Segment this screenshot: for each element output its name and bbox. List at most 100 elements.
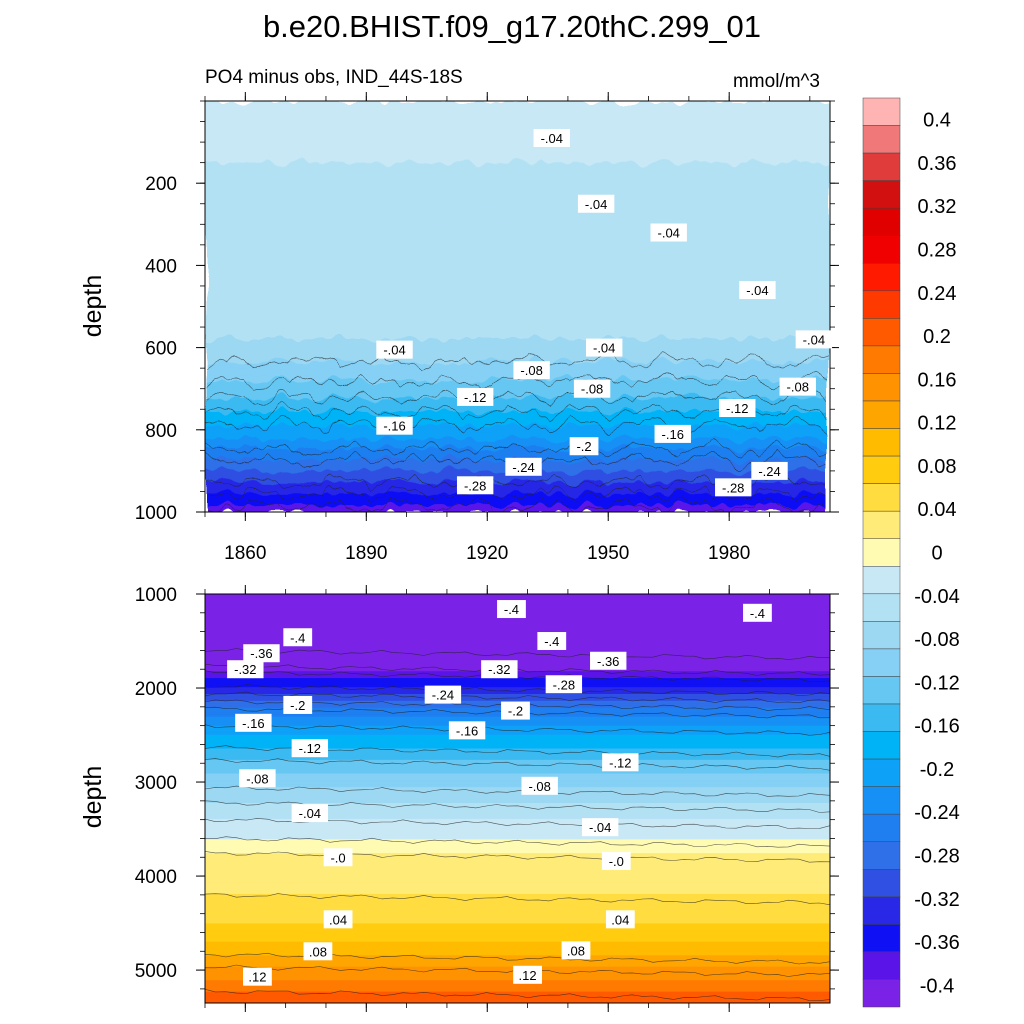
contour-band (205, 203, 830, 207)
contour-band (205, 625, 830, 629)
contour-band (205, 957, 830, 961)
contour-band (205, 834, 830, 838)
colorbar-tick-label: -0.12 (914, 672, 960, 694)
contour-band (205, 905, 830, 909)
contour-band (205, 923, 830, 927)
contour-band (205, 224, 830, 228)
contour-label-text: -.08 (581, 382, 603, 397)
contour-label: -.28 (456, 476, 494, 495)
contour-band (205, 887, 830, 890)
contour-band (205, 429, 830, 433)
contour-label-box (601, 852, 631, 871)
contour-line (205, 785, 830, 797)
contour-band (205, 235, 830, 239)
contour-label: -.04 (739, 281, 776, 300)
contour-band (205, 322, 830, 326)
contour-label-box (654, 424, 691, 443)
contour-band (205, 616, 830, 620)
contour-band (205, 155, 830, 159)
colorbar-box (862, 841, 901, 870)
bottom-plot-frame (204, 593, 831, 1004)
colorbar-box (862, 97, 901, 126)
contour-band (205, 741, 830, 745)
contour-band (205, 900, 830, 904)
contour-label: -.28 (545, 675, 583, 694)
contour-band (205, 418, 830, 422)
contour-label-box (795, 330, 833, 349)
contour-band (205, 880, 830, 884)
contour-band (205, 918, 830, 922)
contour-band (205, 313, 830, 317)
colorbar-tick-label: -0.2 (920, 759, 954, 781)
contour-label-text: .12 (248, 970, 266, 985)
contour-label-text: -.2 (508, 704, 523, 719)
contour-label-box (533, 128, 570, 147)
contour-band (205, 475, 830, 479)
colorbar-box (862, 758, 901, 787)
x-tick-label: 1950 (587, 543, 629, 564)
colorbar-tick-label: 0.04 (918, 499, 957, 521)
contour-band (205, 859, 830, 863)
contour-band (205, 395, 830, 399)
contour-band (205, 916, 830, 920)
contour-label-box (577, 194, 615, 213)
colorbar-tick-label: 0.4 (923, 110, 951, 132)
colorbar-box (862, 869, 901, 898)
contour-band (205, 169, 830, 173)
contour-band (205, 158, 830, 161)
contour-band (205, 153, 830, 157)
contour-label-text: -.2 (290, 698, 305, 713)
contour-label-text: .08 (567, 943, 585, 958)
contour-band (205, 292, 830, 296)
contour-band (205, 320, 830, 324)
contour-band (205, 128, 830, 132)
contour-label-box (243, 644, 280, 663)
contour-band (205, 434, 830, 438)
contour-band (205, 903, 830, 906)
contour-label-box (569, 437, 599, 456)
contour-band (205, 148, 830, 152)
contour-band (205, 432, 830, 435)
contour-band (205, 748, 830, 752)
contour-band (205, 807, 830, 811)
contour-line (205, 388, 830, 405)
contour-band (205, 272, 830, 276)
contour-label: -.2 (283, 695, 313, 714)
contour-band (205, 766, 830, 770)
contour-band (205, 639, 830, 643)
contour-label-text: -.32 (234, 662, 256, 677)
contour-label-text: -.4 (750, 606, 765, 621)
contour-band (205, 959, 830, 963)
contour-label: .12 (243, 967, 272, 986)
contour-label: -.4 (497, 600, 526, 619)
contour-label-text: -.12 (464, 390, 486, 405)
contour-label-text: -.24 (432, 688, 454, 703)
contour-label: -.4 (283, 628, 313, 647)
contour-band (205, 226, 830, 230)
contour-band (205, 121, 830, 125)
contour-band (205, 324, 830, 328)
contour-band (205, 773, 830, 777)
contour-label-box (501, 701, 530, 720)
contour-band (205, 164, 830, 168)
contour-band (205, 116, 830, 120)
contour-line (205, 723, 830, 736)
contour-label: -.0 (601, 852, 631, 871)
contour-band (205, 253, 830, 257)
contour-band (205, 260, 830, 264)
contour-band (205, 196, 830, 200)
contour-band (205, 682, 830, 686)
contour-band (205, 755, 830, 759)
colorbar-box (862, 924, 901, 953)
contour-label-text: -.36 (250, 646, 272, 661)
bottom-contour-bands (205, 594, 830, 1003)
contour-band (205, 105, 830, 109)
x-tick-label: 1860 (224, 543, 266, 564)
contour-label: -.0 (323, 848, 353, 867)
contour-label-text: .08 (309, 944, 327, 959)
contour-label-box (227, 660, 264, 679)
contour-label-box (505, 457, 542, 476)
contour-band (205, 750, 830, 754)
contour-band (205, 939, 830, 943)
contour-band (205, 445, 830, 449)
